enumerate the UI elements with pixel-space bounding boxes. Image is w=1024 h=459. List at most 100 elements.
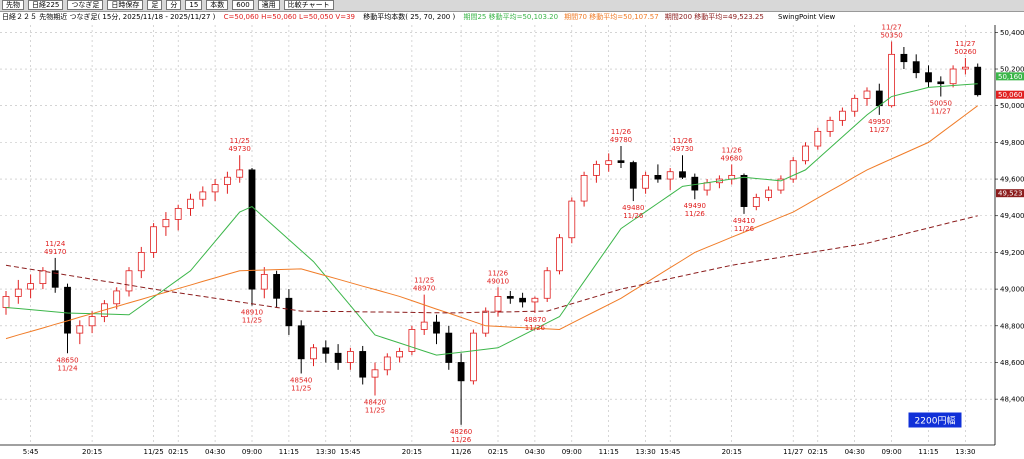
toolbar-item[interactable]: 比較チャート <box>283 0 334 10</box>
candle-body <box>408 329 416 352</box>
toolbar-item[interactable]: 日経225 <box>28 0 64 10</box>
candle-body <box>531 297 539 303</box>
x-tick-label: 13:30 <box>636 448 656 456</box>
x-tick-label: 04:30 <box>205 448 225 456</box>
toolbar-item[interactable]: 15 <box>185 0 203 10</box>
swing-price: 48540 <box>290 376 312 384</box>
info-ohlcv: C=50,060 H=50,060 L=50,050 V=39 <box>223 13 355 21</box>
candle-body <box>900 53 908 63</box>
candle-body <box>187 198 194 209</box>
swing-date: 11/26 <box>623 212 644 220</box>
price-tag-label: 49,523 <box>998 190 1023 198</box>
swing-date: 11/26 <box>611 128 632 136</box>
badge-box <box>907 411 963 429</box>
toolbar-item[interactable]: 本数 <box>206 0 229 10</box>
x-tick-label: 11:15 <box>918 448 938 456</box>
legend-entry: 期間200 移動平均=49,523.25 <box>664 13 764 21</box>
x-tick-label: 15:45 <box>660 448 680 456</box>
swing-price: 50050 <box>930 100 952 108</box>
swing-price: 48650 <box>56 356 78 364</box>
swing-price: 48420 <box>364 398 386 406</box>
swing-price: 49730 <box>671 145 693 153</box>
candle-body <box>27 283 35 290</box>
toolbar-item[interactable]: つなぎ足 <box>67 0 104 10</box>
y-tick-label: 50,200 <box>1000 66 1024 74</box>
candle-body <box>297 325 305 360</box>
price-tag-label: 50,060 <box>998 91 1023 99</box>
y-tick-label: 49,400 <box>1000 212 1024 220</box>
candle-body <box>593 163 600 176</box>
x-tick-label: 11:15 <box>599 448 619 456</box>
x-tick-label: 13:30 <box>955 448 975 456</box>
candle-body <box>740 174 748 207</box>
toolbar: 先物 日経225 つなぎ足 日時保存足分 15 本数 600 適用 比較チャート <box>0 0 1024 12</box>
swing-date: 11/25 <box>414 277 434 285</box>
info-view: SwingPoint View <box>778 13 836 21</box>
swing-date: 11/26 <box>451 436 472 444</box>
candle-body <box>765 189 772 198</box>
candle-body <box>113 290 121 305</box>
price-tag <box>996 72 1024 81</box>
x-tick-label: 09:00 <box>242 448 262 456</box>
x-tick-label: 20:15 <box>722 448 742 456</box>
x-tick-label: 11/26 <box>451 448 472 456</box>
x-tick-label: 09:00 <box>882 448 902 456</box>
swing-price: 49490 <box>684 202 706 210</box>
swing-price: 49170 <box>44 248 66 256</box>
candle-body <box>506 296 514 299</box>
candle-body <box>974 66 982 96</box>
candle-body <box>962 66 969 70</box>
x-tick-label: 04:30 <box>845 448 865 456</box>
info-ma-spec: 移動平均本数( 25, 70, 200 ) <box>363 13 456 21</box>
candle-body <box>51 270 59 288</box>
x-tick-label: 13:30 <box>316 448 336 456</box>
x-tick-label: 02:15 <box>808 448 828 456</box>
candle-body <box>371 369 379 378</box>
candle-body <box>851 97 859 112</box>
y-tick-label: 50,000 <box>1000 102 1024 110</box>
candle-body <box>211 184 219 193</box>
price-tag <box>996 90 1024 99</box>
candle-body <box>580 174 588 202</box>
toolbar-item[interactable]: 適用 <box>257 0 280 10</box>
swing-price: 49480 <box>622 204 644 212</box>
candle-body <box>937 81 945 85</box>
candle-body <box>334 352 342 363</box>
swing-date: 11/27 <box>882 24 902 32</box>
x-tick-label: 11:15 <box>279 448 299 456</box>
info-line: 日経２２５ 先物期近 つなぎ足( 15分, 2025/11/18 - 2025/… <box>2 12 841 22</box>
candle-body <box>223 176 231 185</box>
candle-body <box>174 208 182 220</box>
candle-body <box>556 237 563 272</box>
swing-price: 49680 <box>721 154 743 162</box>
candle-body <box>383 356 391 371</box>
candle-body <box>703 182 711 191</box>
candle-body <box>469 332 477 382</box>
x-tick-label: 02:15 <box>168 448 188 456</box>
swing-date: 11/26 <box>672 137 693 145</box>
candle-body <box>826 119 834 132</box>
swing-price: 48260 <box>450 428 472 436</box>
toolbar-item[interactable]: 足 <box>147 0 163 10</box>
x-tick-label: 20:15 <box>82 448 102 456</box>
candle-body <box>445 332 453 363</box>
ma-line <box>5 215 978 314</box>
x-tick-label: 04:30 <box>525 448 545 456</box>
toolbar-item[interactable]: 先物 <box>2 0 24 10</box>
swing-price: 48910 <box>241 309 263 317</box>
candle-body <box>457 362 465 382</box>
toolbar-item[interactable]: 日時保存 <box>107 0 144 10</box>
swing-date: 11/24 <box>57 364 78 372</box>
candle-body <box>752 197 760 207</box>
candle-body <box>310 347 317 360</box>
swing-date: 11/26 <box>685 210 706 218</box>
toolbar-item[interactable]: 600 <box>232 0 254 10</box>
candle-body <box>654 174 662 180</box>
candle-body <box>482 310 490 334</box>
toolbar-item[interactable]: 分 <box>166 0 182 10</box>
candle-body <box>519 297 526 303</box>
candle-body <box>39 270 47 285</box>
swing-date: 11/25 <box>230 137 250 145</box>
candle-body <box>568 200 576 239</box>
